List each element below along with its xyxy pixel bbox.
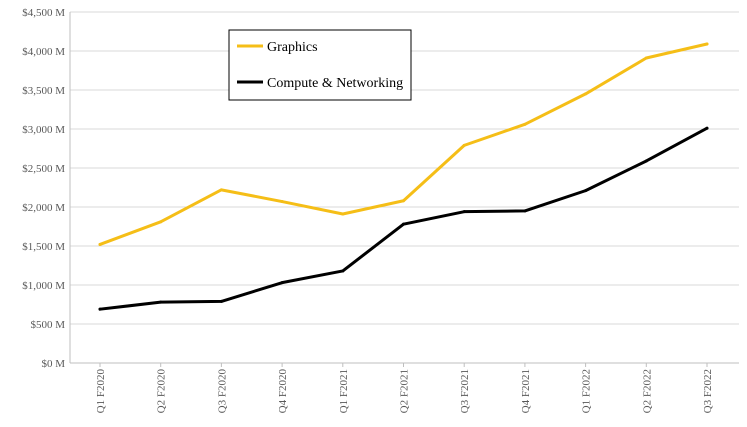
x-tick-label: Q2 F2021	[399, 369, 411, 413]
y-tick-label: $4,000 M	[22, 46, 65, 58]
data-point-compute-networking	[584, 189, 588, 193]
y-tick-label: $3,000 M	[22, 124, 65, 136]
data-point-compute-networking	[705, 126, 709, 130]
y-tick-label: $4,500 M	[22, 7, 65, 19]
legend-label-graphics: Graphics	[267, 40, 318, 55]
y-tick-label: $1,500 M	[22, 241, 65, 253]
axes	[69, 12, 739, 367]
y-tick-label: $3,500 M	[22, 85, 65, 97]
x-tick-label: Q2 F2020	[156, 369, 168, 414]
legend-label-compute-networking: Compute & Networking	[267, 76, 403, 91]
y-tick-label: $500 M	[30, 319, 65, 331]
x-tick-label: Q4 F2021	[520, 369, 532, 413]
data-point-graphics	[462, 143, 466, 147]
data-point-compute-networking	[98, 307, 102, 311]
data-point-graphics	[98, 242, 102, 246]
series-lines	[98, 42, 709, 311]
data-point-graphics	[341, 212, 345, 216]
series-line-compute-networking	[98, 126, 709, 311]
y-tick-label: $1,000 M	[22, 280, 65, 292]
y-tick-labels: $0 M $500 M $1,000 M $1,500 M $2,000 M $2,500…	[22, 7, 65, 370]
y-tick-label: $0 M	[41, 358, 65, 370]
grid-lines	[70, 11, 739, 325]
data-point-graphics	[644, 56, 648, 60]
x-tick-label: Q3 F2020	[216, 369, 228, 414]
data-point-compute-networking	[341, 269, 345, 273]
x-tick-label: Q1 F2020	[95, 369, 107, 414]
data-point-compute-networking	[219, 299, 223, 303]
x-tick-label: Q3 F2021	[459, 369, 471, 413]
data-point-graphics	[219, 188, 223, 192]
data-point-graphics	[523, 122, 527, 126]
x-tick-label: Q2 F2022	[641, 369, 653, 413]
x-tick-label: Q4 F2020	[277, 369, 289, 414]
x-tick-label: Q3 F2022	[702, 369, 714, 413]
y-tick-label: $2,000 M	[22, 202, 65, 214]
data-point-graphics	[280, 200, 284, 204]
data-point-compute-networking	[402, 222, 405, 226]
data-point-graphics	[584, 92, 588, 96]
legend-box	[228, 29, 412, 101]
legend: Graphics Compute & Networking	[228, 29, 412, 101]
y-tick-label: $2,500 M	[22, 163, 65, 175]
data-point-compute-networking	[644, 159, 648, 163]
x-tick-label: Q1 F2022	[581, 369, 593, 413]
data-point-compute-networking	[159, 300, 163, 304]
data-point-compute-networking	[462, 210, 466, 214]
x-tick-labels: Q1 F2020 Q2 F2020 Q3 F2020 Q4 F2020 Q1 F2021…	[95, 369, 714, 414]
data-point-graphics	[402, 199, 405, 203]
data-point-graphics	[159, 220, 163, 224]
data-point-compute-networking	[280, 281, 284, 285]
x-tick-label: Q1 F2021	[338, 369, 350, 413]
data-point-graphics	[705, 42, 709, 46]
data-point-compute-networking	[523, 209, 527, 213]
